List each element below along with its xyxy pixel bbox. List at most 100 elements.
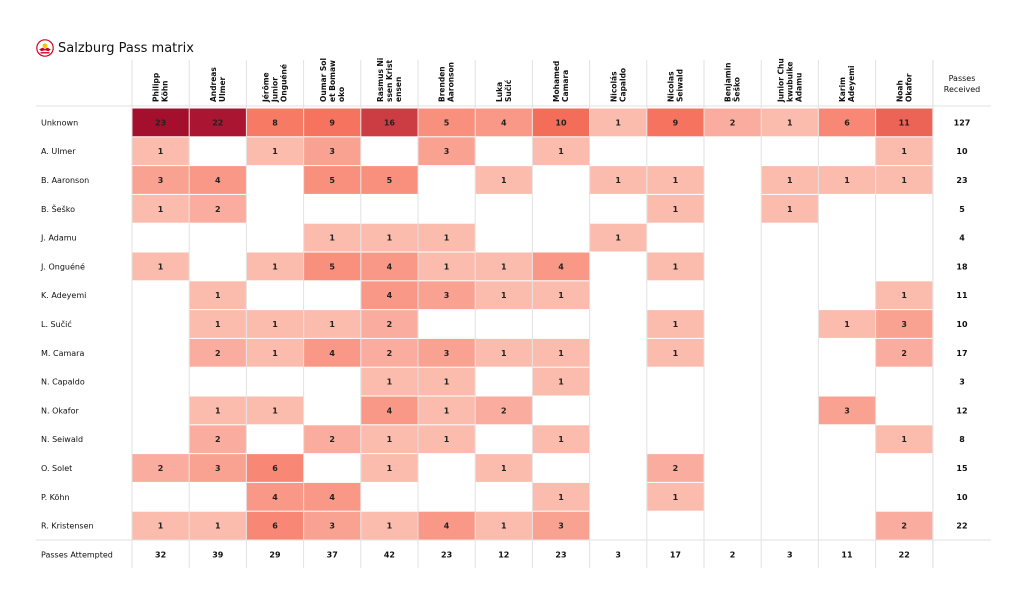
cell-value-label: 1: [558, 435, 564, 444]
cell-value-label: 1: [901, 147, 907, 156]
passes-received-value: 3: [959, 378, 965, 387]
heatmap-cell: [647, 338, 704, 367]
passes-received-header: Received: [944, 85, 980, 94]
heatmap-cell: [304, 482, 361, 511]
heatmap-cell: [246, 396, 304, 425]
column-header-line: Aaronson: [447, 62, 456, 102]
cell-value-label: 1: [673, 349, 679, 358]
heatmap-cell: [475, 252, 532, 281]
column-header-label: NicolasSeiwald: [667, 69, 685, 102]
heatmap-cell: [361, 425, 418, 454]
cell-value-label: 2: [673, 464, 679, 473]
cell-value-label: 1: [787, 176, 793, 185]
heatmap-cell: [304, 425, 361, 454]
passes-attempted-value: 23: [555, 550, 566, 559]
heatmap-cell: [189, 166, 246, 194]
cell-value-label: 1: [501, 262, 507, 271]
heatmap-cell: [647, 482, 704, 511]
column-header-line: Junior: [271, 77, 280, 103]
cell-value-label: 1: [558, 493, 564, 502]
column-header-line: Ulmer: [218, 76, 227, 102]
cell-value-label: 4: [329, 493, 335, 502]
passes-received-value: 10: [956, 147, 968, 156]
heatmap-cell: [132, 137, 189, 166]
cell-value-label: 1: [158, 147, 164, 156]
heatmap-cell: [532, 137, 590, 166]
cell-value-label: 1: [158, 262, 164, 271]
heatmap-cell: [532, 338, 590, 367]
column-header-line: Oumar Sol: [319, 58, 328, 102]
cell-value-label: 1: [215, 522, 221, 531]
cell-value-label: 2: [730, 118, 736, 127]
cell-value-label: 3: [444, 147, 450, 156]
heatmap-cell: [361, 166, 418, 194]
heatmap-cell: [876, 338, 933, 367]
column-header-label: JérômeJuniorOnguéné: [262, 64, 289, 103]
heatmap-cell: [189, 511, 246, 540]
column-header-line: Nicolas: [667, 71, 676, 102]
row-label: Unknown: [41, 118, 78, 127]
column-header-label: NicolásCapaldo: [609, 68, 627, 102]
cell-value-label: 1: [215, 320, 221, 329]
heatmap-cell: [132, 454, 189, 482]
row-label: K. Adeyemi: [41, 291, 86, 300]
column-header-label: Rasmus Nissen Kristensen: [376, 58, 403, 102]
cell-value-label: 8: [272, 118, 278, 127]
column-header-line: Luka: [495, 82, 504, 102]
column-header-line: Rasmus Ni: [376, 58, 385, 102]
column-header-label: LukaSučić: [495, 79, 513, 102]
cell-value-label: 2: [387, 320, 393, 329]
heatmap-cell: [304, 511, 361, 540]
column-header-line: Nicolás: [609, 71, 618, 102]
cell-value-label: 23: [155, 118, 166, 127]
cell-value-label: 1: [158, 522, 164, 531]
column-header-line: Junior Chu: [776, 58, 785, 103]
heatmap-cell: [532, 252, 590, 281]
heatmap-cell: [132, 194, 189, 223]
cell-value-label: 1: [387, 522, 393, 531]
cell-value-label: 1: [387, 464, 393, 473]
heatmap-cell: [418, 281, 475, 310]
column-header-label: KarimAdeyemi: [838, 65, 856, 102]
heatmap-cell: [418, 396, 475, 425]
cell-value-label: 2: [215, 435, 221, 444]
heatmap-cell: [361, 310, 418, 338]
passes-attempted-value: 22: [899, 550, 910, 559]
heatmap-cell: [475, 396, 532, 425]
column-header-line: Brenden: [438, 66, 447, 102]
heatmap-cell: [304, 252, 361, 281]
column-header-line: Okafor: [904, 73, 913, 102]
cell-value-label: 1: [215, 406, 221, 415]
cell-value-label: 1: [615, 234, 621, 243]
heatmap-cell: [189, 338, 246, 367]
column-header-line: Adamu: [794, 73, 803, 102]
cell-value-label: 1: [787, 118, 793, 127]
row-label: M. Camara: [41, 349, 84, 358]
passes-received-value: 11: [956, 291, 968, 300]
passes-attempted-value: 42: [384, 550, 395, 559]
cell-value-label: 1: [444, 406, 450, 415]
passes-attempted-value: 39: [212, 550, 224, 559]
heatmap-cell: [132, 166, 189, 194]
column-header-line: ensen: [394, 77, 403, 102]
heatmap-cell: [475, 454, 532, 482]
column-header-label: MohamedCamara: [552, 61, 570, 102]
heatmap-cell: [246, 108, 304, 137]
cell-value-label: 4: [387, 291, 393, 300]
cell-value-label: 22: [212, 118, 223, 127]
cell-value-label: 4: [329, 349, 335, 358]
cell-value-label: 3: [444, 349, 450, 358]
heatmap-cell: [418, 223, 475, 252]
heatmap-cell: [361, 511, 418, 540]
heatmap-cell: [361, 108, 418, 137]
column-header-line: Sučić: [504, 79, 513, 102]
column-header-line: Šeško: [733, 77, 742, 102]
heatmap-cell: [304, 310, 361, 338]
cell-value-label: 1: [501, 291, 507, 300]
heatmap-cell: [532, 482, 590, 511]
heatmap-cell: [647, 166, 704, 194]
cell-value-label: 1: [501, 176, 507, 185]
heatmap-cell: [189, 194, 246, 223]
cell-value-label: 1: [387, 378, 393, 387]
cell-value-label: 2: [215, 349, 221, 358]
